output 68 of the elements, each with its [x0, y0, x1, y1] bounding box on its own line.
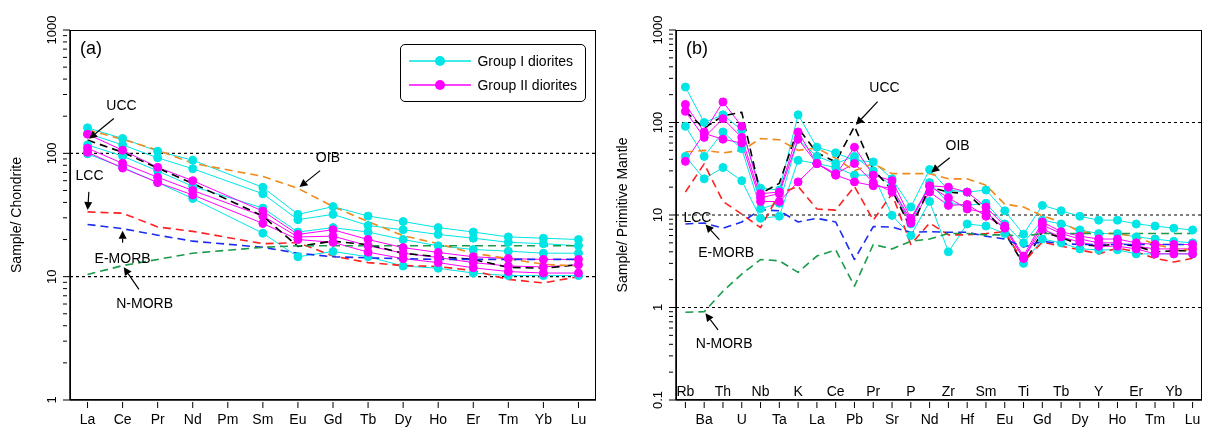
x-tick-label: Yb	[1165, 383, 1183, 399]
x-tick-label: Ho	[1108, 411, 1127, 427]
x-tick-label: Lu	[570, 411, 587, 427]
y-axis-title: Sample/ Chondrite	[7, 156, 24, 273]
annotation: LCC	[683, 209, 712, 226]
annotation: UCC	[869, 79, 900, 96]
x-tick-label: U	[736, 411, 747, 427]
y-tick-label: 1000	[650, 15, 665, 45]
x-tick-label: Nd	[920, 411, 939, 427]
x-tick-label: Pr	[866, 383, 881, 399]
x-tick-label: Sm	[975, 383, 997, 399]
x-tick-label: Nd	[183, 411, 202, 427]
x-tick-label: Lu	[1184, 411, 1201, 427]
x-tick-label: Er	[1129, 383, 1144, 399]
annotation: OIB	[315, 149, 340, 166]
y-tick-label: 100	[44, 142, 59, 165]
x-tick-label: K	[793, 383, 804, 399]
annotation: UCC	[106, 97, 137, 114]
x-tick-label: Ta	[771, 411, 787, 427]
x-tick-label: Ce	[826, 383, 845, 399]
annotation: LCC	[75, 166, 104, 183]
y-tick-label: 100	[650, 111, 665, 134]
x-tick-label: Gd	[1032, 411, 1052, 427]
x-tick-label: Gd	[323, 411, 343, 427]
y-tick-label: 1	[650, 303, 665, 312]
x-tick-label: Yb	[534, 411, 553, 427]
annotation: E-MORB	[94, 249, 151, 266]
x-tick-label: P	[906, 383, 916, 399]
x-tick-label: La	[809, 411, 825, 427]
x-tick-label: Nb	[751, 383, 770, 399]
y-tick-label: 1000	[44, 15, 59, 45]
x-tick-label: Ba	[695, 411, 713, 427]
chart-title: (b)	[686, 38, 708, 59]
x-tick-label: Pr	[150, 411, 165, 427]
x-tick-label: Eu	[289, 411, 307, 427]
x-tick-label: Dy	[394, 411, 412, 427]
x-tick-label: Tm	[498, 411, 519, 427]
x-tick-label: Tb	[1052, 383, 1070, 399]
y-axis-title: Sample/ Primitive Mantle	[613, 137, 630, 293]
x-tick-label: Tm	[1144, 411, 1166, 427]
y-tick-label: 10	[44, 269, 59, 284]
x-tick-label: Eu	[996, 411, 1014, 427]
x-tick-label: Ti	[1017, 383, 1030, 399]
annotation: OIB	[945, 136, 970, 153]
x-tick-label: La	[79, 411, 96, 427]
x-tick-label: Pb	[845, 411, 864, 427]
x-tick-label: Dy	[1071, 411, 1089, 427]
x-tick-label: Zr	[941, 383, 956, 399]
legend-label: Group II diorites	[477, 77, 577, 93]
x-tick-label: Y	[1094, 383, 1105, 399]
y-tick-label: 0.1	[650, 390, 665, 410]
x-tick-label: Pm	[217, 411, 239, 427]
x-tick-label: Tb	[359, 411, 377, 427]
y-tick-label: 10	[650, 207, 665, 223]
legend-label: Group I diorites	[477, 53, 574, 69]
x-tick-label: Rb	[676, 383, 695, 399]
annotation: N-MORB	[116, 294, 173, 311]
x-tick-label: Th	[714, 383, 732, 399]
x-tick-label: Hf	[960, 411, 975, 427]
x-tick-label: Sr	[885, 411, 900, 427]
x-tick-label: Ce	[113, 411, 132, 427]
x-tick-label: Sm	[252, 411, 274, 427]
annotation: E-MORB	[698, 243, 755, 260]
text: (a)	[80, 38, 102, 59]
annotation: N-MORB	[695, 334, 753, 351]
y-tick-label: 1	[44, 396, 59, 404]
x-tick-label: Er	[466, 411, 481, 427]
x-tick-label: Ho	[429, 411, 448, 427]
